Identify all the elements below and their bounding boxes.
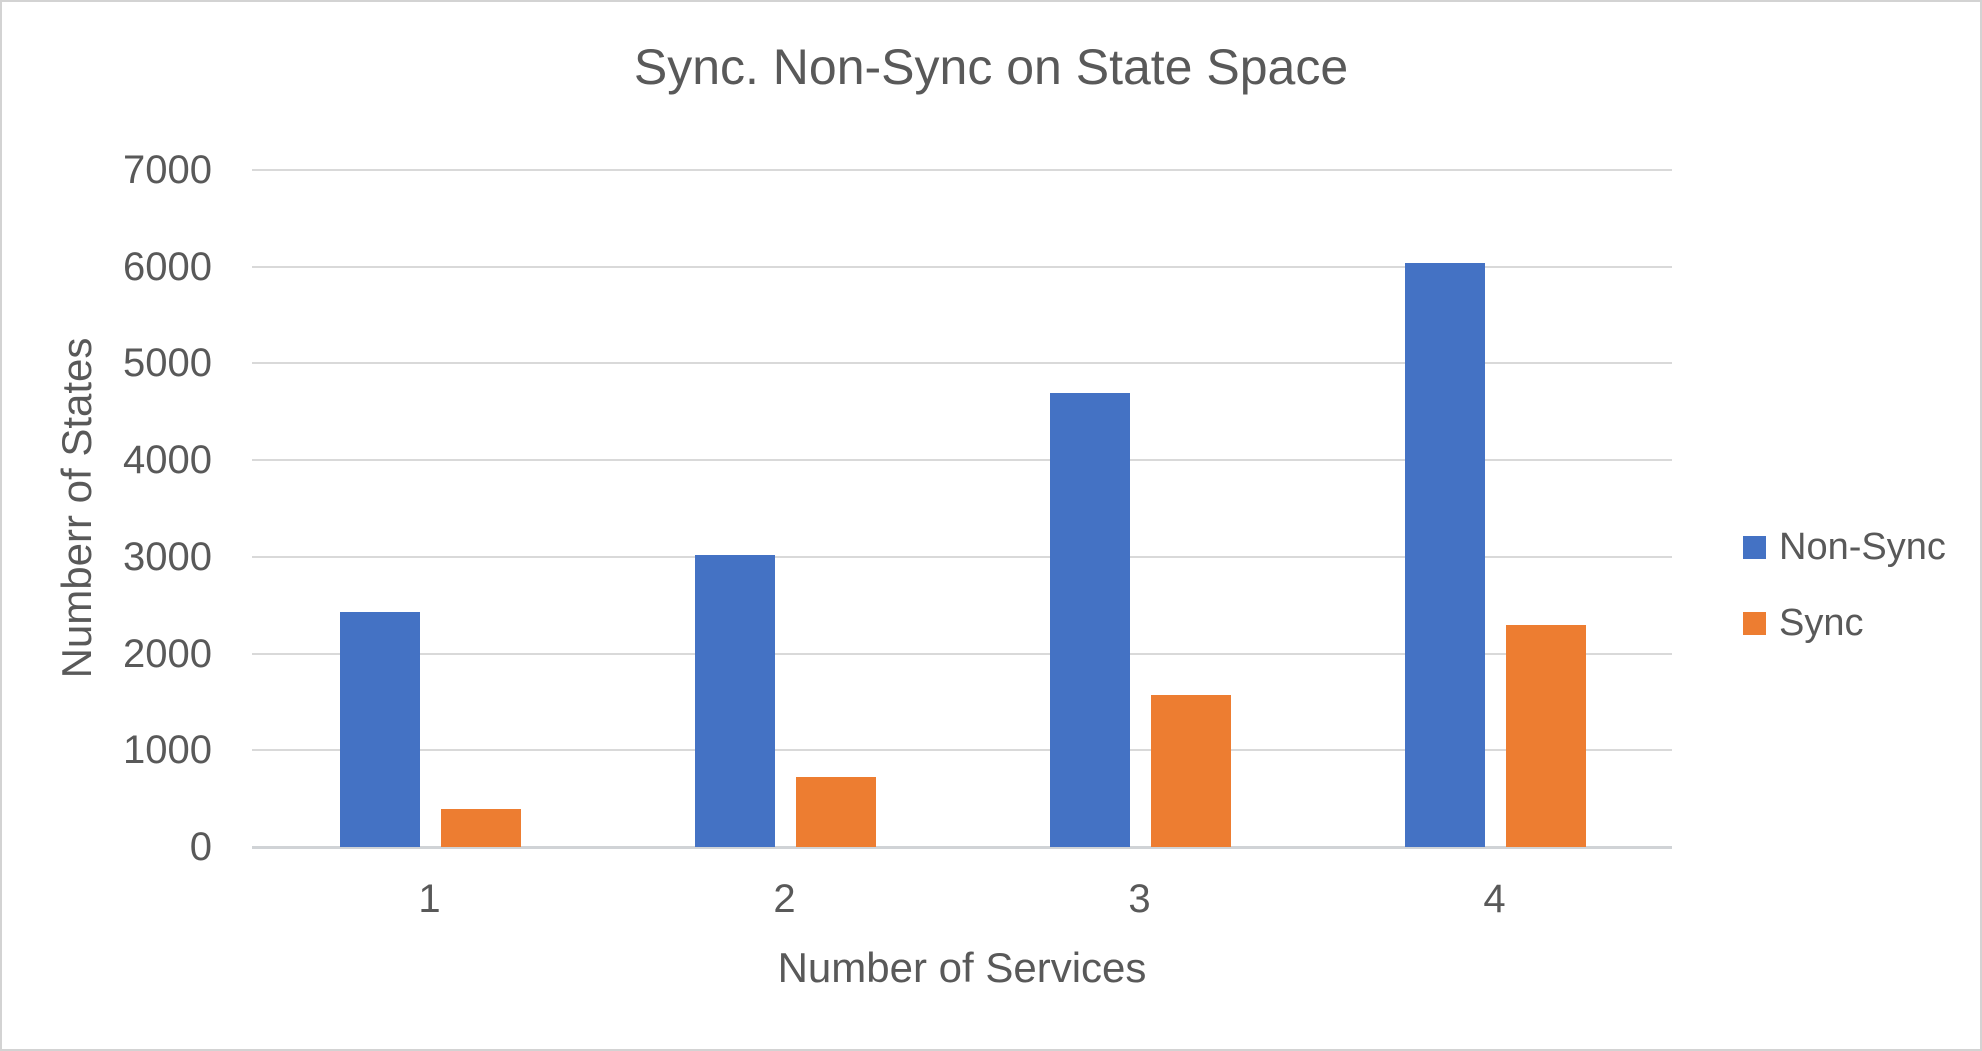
bar-non-sync-category-1 <box>340 612 420 847</box>
x-tick-label-2: 2 <box>773 877 796 921</box>
gridline-7000 <box>252 169 1672 171</box>
y-tick-label-7000: 7000 <box>123 148 212 192</box>
x-tick-label-3: 3 <box>1128 877 1151 921</box>
legend-label-non-sync: Non-Sync <box>1779 525 1946 568</box>
y-tick-label-3000: 3000 <box>123 534 212 579</box>
legend-item-non-sync: Non-Sync <box>1743 524 1946 570</box>
y-tick-label-6000: 6000 <box>123 244 212 289</box>
gridline-0 <box>252 846 1672 849</box>
plot-area <box>252 169 1672 849</box>
bar-sync-category-4 <box>1506 625 1586 847</box>
y-tick-label-4000: 4000 <box>123 438 212 483</box>
bar-sync-category-1 <box>441 809 521 847</box>
bar-non-sync-category-3 <box>1050 393 1130 847</box>
y-tick-label-0: 0 <box>189 825 212 869</box>
gridline-6000 <box>252 265 1672 268</box>
x-tick-label-1: 1 <box>418 877 441 921</box>
y-axis-tick-labels: 0 1000 2000 3000 4000 5000 6000 7000 <box>62 149 212 868</box>
bar-sync-category-2 <box>796 777 876 847</box>
legend-label-sync: Sync <box>1779 601 1864 644</box>
y-tick-label-5000: 5000 <box>123 341 212 386</box>
gridline-3000 <box>252 555 1672 558</box>
chart-title: Sync. Non-Sync on State Space <box>633 39 1349 95</box>
legend-item-sync: Sync <box>1743 600 1946 646</box>
y-tick-label-2000: 2000 <box>123 631 212 676</box>
legend: Non-Sync Sync <box>1743 524 1946 646</box>
legend-marker-non-sync-icon <box>1743 535 1766 559</box>
x-tick-label-4: 4 <box>1483 877 1506 921</box>
gridline-4000 <box>252 459 1672 462</box>
x-axis-title: Number of Services <box>777 944 1147 991</box>
bar-non-sync-category-4 <box>1405 263 1485 847</box>
gridline-1000 <box>252 749 1672 752</box>
gridline-5000 <box>252 362 1672 365</box>
y-tick-label-1000: 1000 <box>123 728 212 773</box>
gridline-2000 <box>252 652 1672 655</box>
legend-marker-sync-icon <box>1743 611 1766 635</box>
bar-sync-category-3 <box>1151 695 1231 847</box>
bar-non-sync-category-2 <box>695 555 775 847</box>
x-axis-tick-labels: 1 2 3 4 <box>252 878 1672 920</box>
